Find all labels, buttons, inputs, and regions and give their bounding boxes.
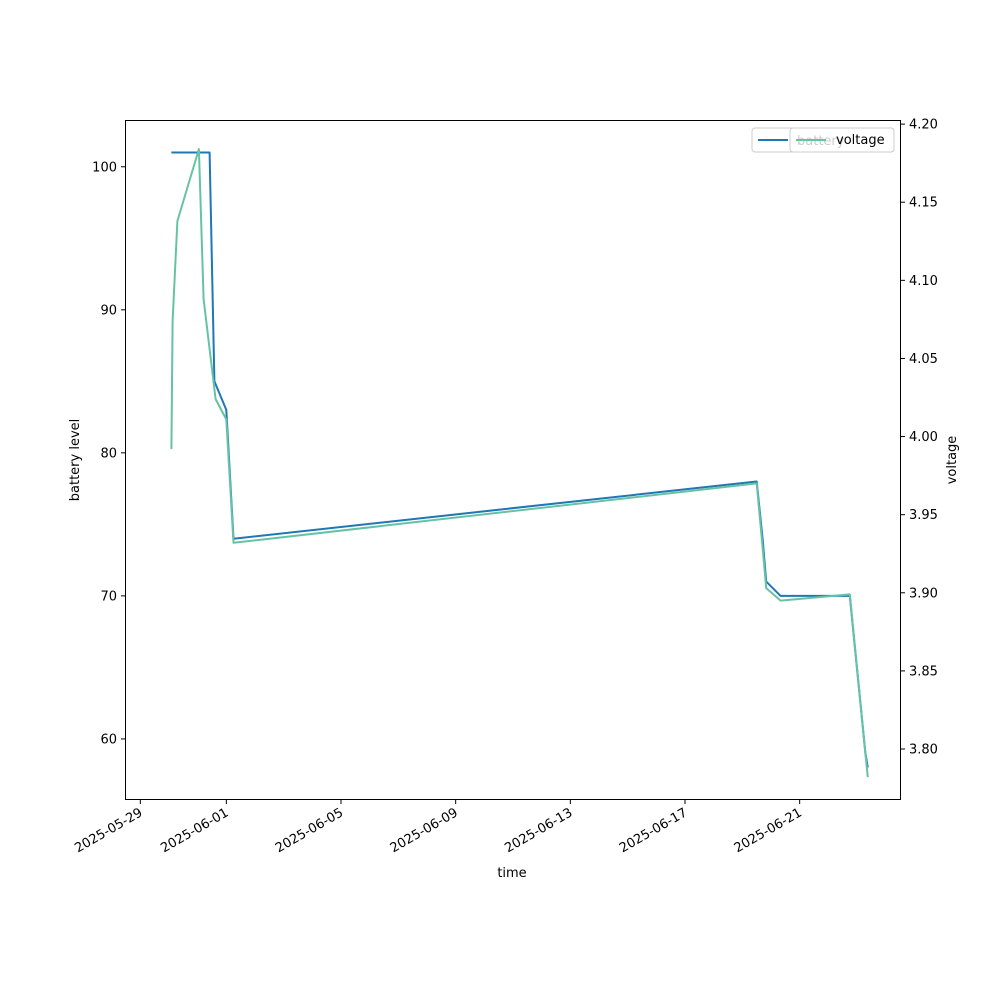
series-line-battery	[171, 151, 869, 768]
legend-voltage-label: voltage	[836, 133, 885, 148]
plot-area-frame	[125, 120, 901, 800]
x-tick-label: 2025-06-09	[388, 805, 461, 856]
x-tick-label: 2025-06-05	[273, 805, 346, 856]
y-axis-left-label: battery level	[68, 419, 83, 502]
y-axis-left: 60 70 80 90 100	[92, 160, 126, 747]
y-right-tick-label: 4.15	[909, 196, 938, 211]
y-right-tick-label: 4.10	[909, 274, 938, 289]
y-axis-right-label: voltage	[945, 436, 960, 485]
y-left-tick-label: 100	[92, 160, 117, 175]
y-right-tick-label: 3.95	[909, 508, 938, 523]
y-left-tick-label: 80	[100, 446, 117, 461]
y-left-tick-label: 60	[100, 732, 117, 747]
legend-right-box	[789, 127, 895, 153]
y-right-tick-label: 4.00	[909, 430, 938, 445]
series-line-voltage	[170, 148, 869, 778]
y-right-tick-label: 3.80	[909, 743, 938, 758]
y-right-tick-label: 3.85	[909, 664, 938, 679]
x-tick-label: 2025-06-13	[502, 805, 575, 856]
y-axis-right: 3.80 3.85 3.90 3.95 4.00 4.05 4.10 4.15 4.20	[900, 118, 938, 758]
x-tick-label: 2025-06-17	[617, 805, 690, 856]
y-left-tick-label: 70	[100, 589, 117, 604]
y-left-tick-label: 90	[100, 303, 117, 318]
x-tick-label: 2025-05-29	[72, 805, 145, 856]
y-right-tick-label: 3.90	[909, 586, 938, 601]
x-tick-label: 2025-06-21	[732, 805, 805, 856]
plot-lines	[170, 148, 869, 778]
x-axis: 2025-05-29 2025-06-01 2025-06-05 2025-06-09…	[72, 799, 805, 856]
y-right-tick-label: 4.05	[909, 352, 938, 367]
y-right-tick-label: 4.20	[909, 118, 938, 133]
x-axis-label: time	[497, 866, 526, 881]
legend-right-axis: voltage	[789, 127, 895, 153]
x-tick-label: 2025-06-01	[158, 805, 231, 856]
